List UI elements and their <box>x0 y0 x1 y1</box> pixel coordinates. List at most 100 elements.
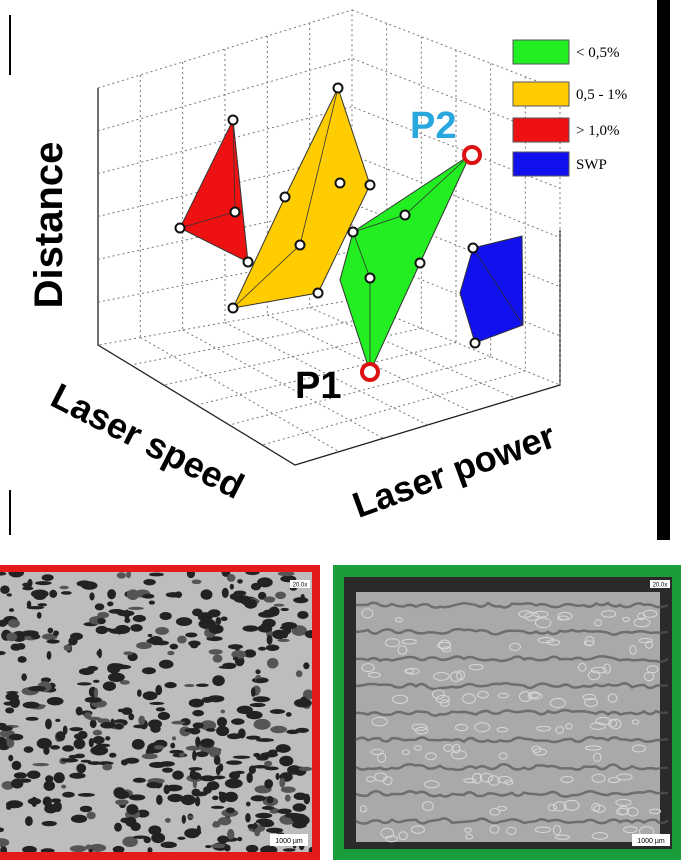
pore <box>277 639 289 642</box>
pore <box>61 591 72 595</box>
pore <box>246 802 251 807</box>
pore <box>266 828 283 834</box>
red-region <box>180 120 248 262</box>
pore <box>176 617 192 626</box>
pore <box>303 662 309 669</box>
vertex <box>314 289 323 298</box>
pore <box>22 586 33 590</box>
pore <box>62 792 75 798</box>
pore <box>258 647 266 651</box>
pore <box>217 836 229 844</box>
pore <box>133 615 146 622</box>
pore <box>175 591 182 598</box>
pore <box>216 726 229 736</box>
pore <box>217 717 227 727</box>
pore <box>59 586 69 589</box>
pore <box>74 739 86 750</box>
pore <box>165 818 171 823</box>
pore <box>143 579 156 585</box>
pore <box>160 612 172 620</box>
pore <box>80 806 92 813</box>
pore <box>195 737 200 747</box>
pore <box>124 618 130 623</box>
pore <box>170 644 179 650</box>
pore <box>192 710 204 716</box>
legend-swatch <box>513 82 569 106</box>
pore <box>126 804 138 815</box>
pore <box>21 673 27 681</box>
vertex <box>176 224 185 233</box>
pore <box>247 772 253 783</box>
pore <box>28 798 42 805</box>
pore <box>87 812 96 820</box>
pore <box>107 664 114 672</box>
pore <box>216 766 221 775</box>
pore <box>222 588 229 598</box>
pore <box>291 814 307 824</box>
pore <box>48 628 54 634</box>
pore <box>137 689 142 697</box>
pore <box>94 745 99 751</box>
pore <box>209 624 224 633</box>
pore <box>267 635 273 645</box>
pore <box>37 603 47 606</box>
axis-label: Distance <box>27 142 71 309</box>
pore <box>245 813 251 823</box>
pore <box>255 669 260 674</box>
pore <box>167 786 173 791</box>
pore <box>33 592 46 600</box>
pore <box>151 833 165 843</box>
pore <box>155 627 169 635</box>
pore <box>170 743 175 749</box>
vertex <box>281 193 290 202</box>
pore <box>54 772 65 783</box>
pore <box>93 736 105 744</box>
pore <box>109 628 123 634</box>
pore <box>113 665 131 670</box>
pore <box>299 767 312 771</box>
pore <box>47 651 52 660</box>
point-p1 <box>362 364 378 380</box>
pore <box>279 778 285 788</box>
pore <box>42 821 57 826</box>
pore <box>201 619 214 624</box>
pore <box>16 643 25 650</box>
pore <box>221 710 225 714</box>
vertex <box>336 179 345 188</box>
pore <box>286 712 292 717</box>
pore <box>46 639 59 643</box>
pore <box>237 579 243 583</box>
pore <box>195 796 200 806</box>
pore <box>246 845 259 853</box>
pore <box>102 764 112 771</box>
pore <box>12 761 22 770</box>
pore <box>47 697 64 705</box>
pore <box>253 753 260 757</box>
pore <box>226 760 242 764</box>
pore <box>93 680 100 683</box>
pore <box>37 612 42 619</box>
pore <box>148 634 153 637</box>
pore <box>93 730 102 736</box>
pore <box>256 678 263 682</box>
pore <box>9 734 23 741</box>
pore <box>129 794 146 800</box>
pore <box>188 815 194 818</box>
pore <box>98 649 102 659</box>
pore <box>276 745 291 753</box>
pore <box>142 753 158 759</box>
pore <box>224 845 231 852</box>
point-label: P1 <box>295 365 341 407</box>
legend-label: > 1,0% <box>576 123 619 139</box>
pore <box>261 820 266 826</box>
pore <box>213 655 223 663</box>
point-p2 <box>464 147 480 163</box>
pore <box>103 681 116 691</box>
pore <box>214 755 221 765</box>
pore <box>69 727 83 731</box>
pore <box>219 792 227 803</box>
pore <box>120 680 130 684</box>
pore <box>128 607 144 610</box>
pore <box>89 592 94 600</box>
pore <box>33 763 50 766</box>
